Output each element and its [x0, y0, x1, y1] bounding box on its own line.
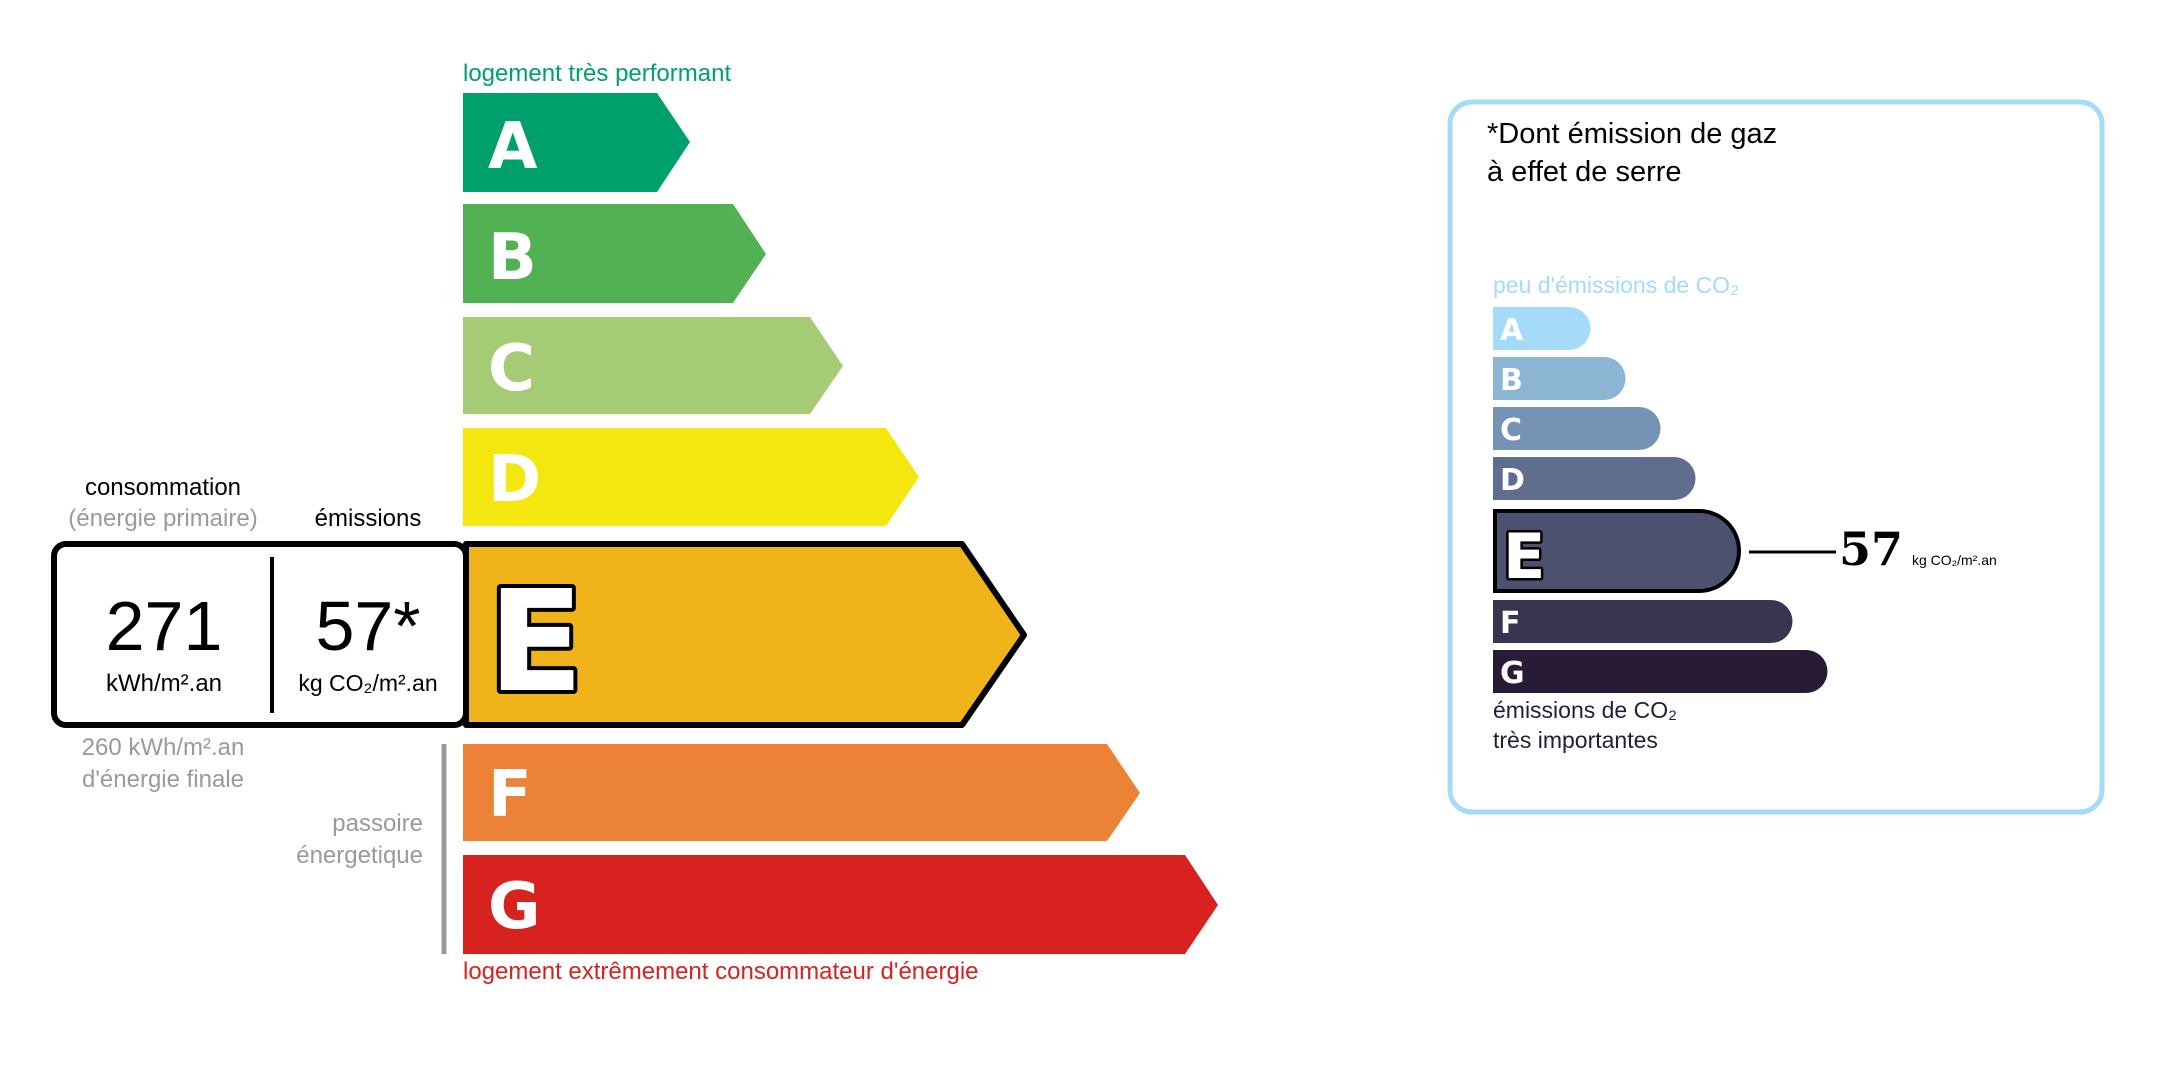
energy-bar-f [463, 744, 1140, 841]
energy-bar-e [463, 541, 1027, 728]
energy-letter-f: F [488, 758, 532, 832]
ges-bar-b [1493, 357, 1626, 400]
energy-letter-b: B [488, 221, 537, 295]
ges-bar-e [1493, 509, 1741, 593]
ges-letter-a: A [1500, 313, 1524, 348]
ges-value: 57 [1839, 522, 1904, 576]
ges-bar-c [1493, 407, 1661, 450]
ges-top-caption: peu d'émissions de CO₂ [1493, 272, 1739, 298]
consumption-value: 271 [105, 587, 223, 665]
top-caption: logement très performant [463, 60, 732, 87]
ges-bottom-caption-line2: très importantes [1493, 727, 1658, 753]
ges-bottom-caption-line1: émissions de CO₂ [1493, 697, 1678, 723]
ges-bar-g [1493, 650, 1828, 693]
energy-bar-d [463, 428, 919, 526]
ges-letter-g: G [1500, 656, 1525, 691]
energy-letter-g: G [488, 870, 541, 944]
passoire-label-line1: passoire [332, 810, 423, 837]
final-energy-value: 260 kWh/m².an [81, 734, 245, 761]
ges-letter-f: F [1500, 606, 1521, 641]
consumption-unit: kWh/m².an [105, 670, 223, 697]
energy-letter-d: D [488, 443, 541, 517]
ges-bar-a [1493, 307, 1591, 350]
energy-bar-b [463, 204, 766, 303]
ges-panel-border [1447, 99, 2105, 815]
ges-bar-f [1493, 600, 1793, 643]
ges-title-line1: *Dont émission de gaz [1487, 118, 1778, 150]
ges-title-line2: à effet de serre [1487, 156, 1682, 188]
final-energy-label: d'énergie finale [81, 766, 245, 793]
bottom-caption: logement extrêmement consommateur d'éner… [463, 958, 979, 985]
ges-letter-b: B [1500, 363, 1523, 398]
energy-bar-g [463, 855, 1218, 954]
energy-bar-c [463, 317, 843, 414]
ges-letter-c: C [1500, 413, 1522, 448]
energy-bar-a [463, 93, 690, 192]
ges-bar-d [1493, 457, 1696, 500]
consumption-label: consommation [84, 474, 242, 501]
ges-unit: kg CO₂/m².an [1912, 552, 1997, 568]
emissions-unit: kg CO₂/m².an [298, 670, 438, 696]
ges-letter-d: D [1500, 463, 1525, 498]
energy-letter-c: C [488, 332, 535, 406]
ges-letter-e: E [1503, 520, 1545, 593]
passoire-label-line2: énergetique [296, 842, 423, 869]
energy-letter-e: E [488, 561, 584, 724]
emissions-label: émissions [314, 505, 422, 532]
energy-letter-a: A [488, 110, 538, 184]
consumption-sublabel: (énergie primaire) [68, 505, 258, 532]
emissions-value: 57* [315, 587, 421, 665]
